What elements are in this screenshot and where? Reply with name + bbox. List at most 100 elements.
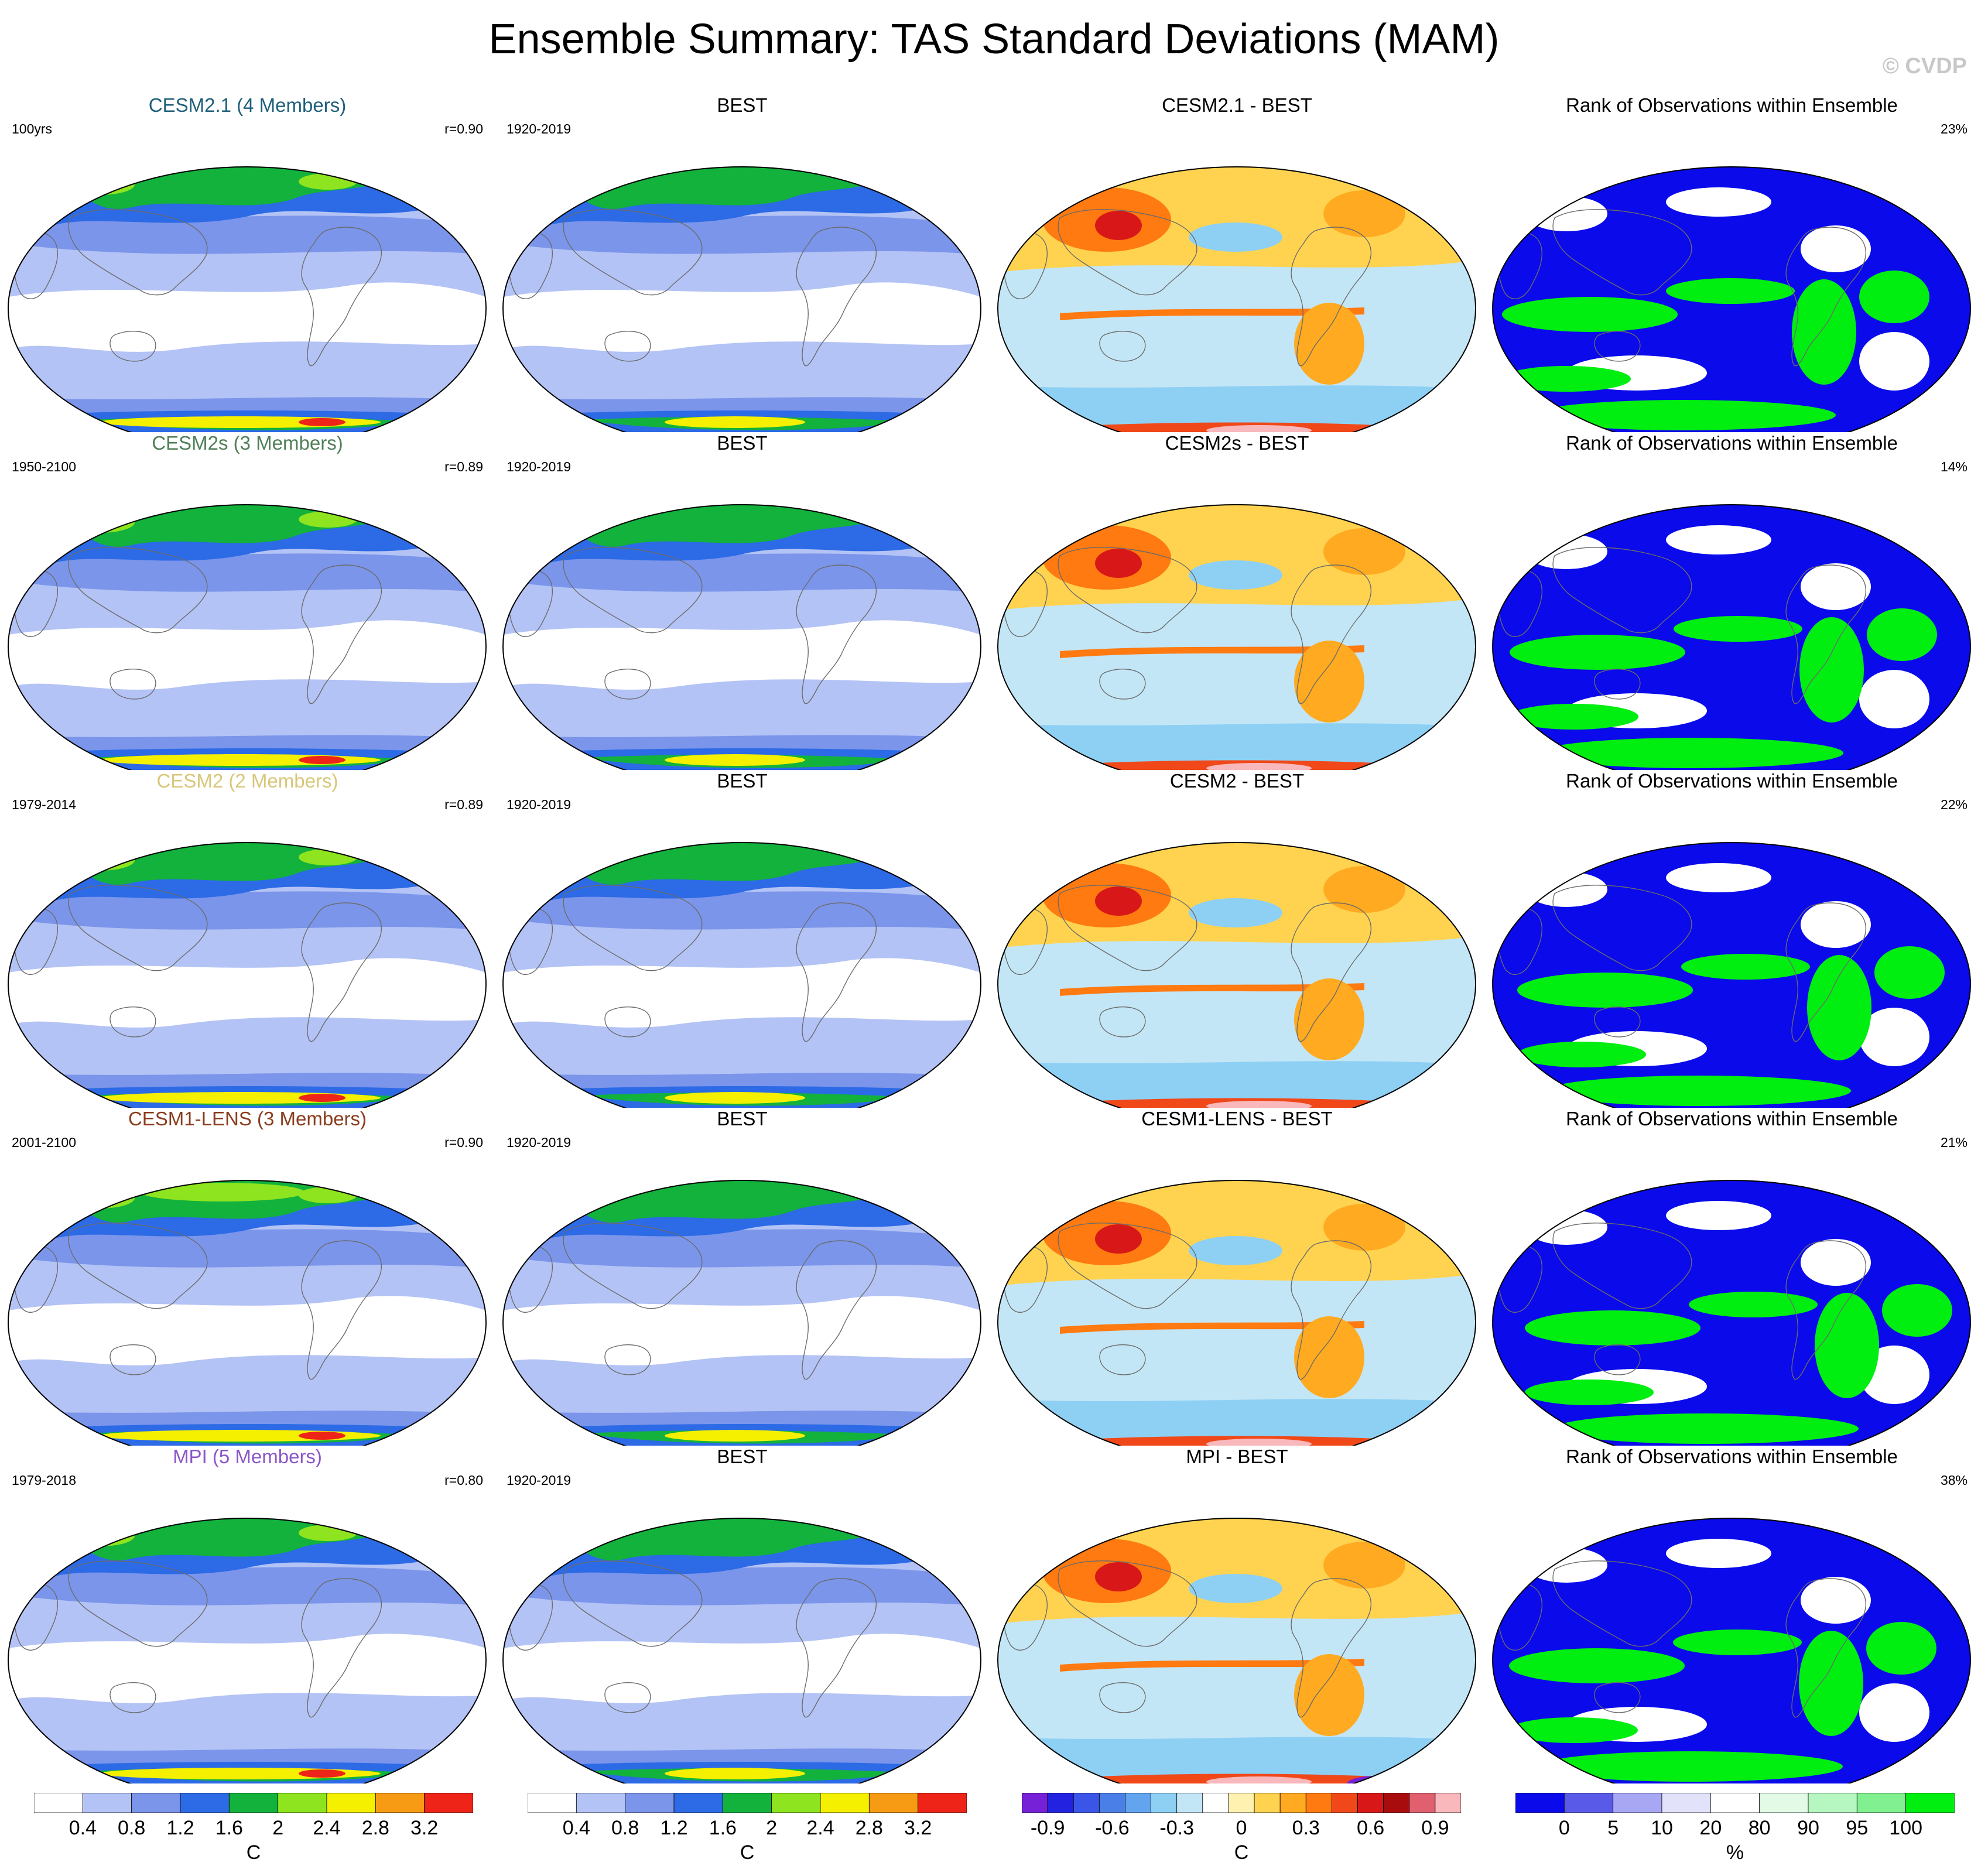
stddev-colorbar-swatches bbox=[33, 1792, 474, 1813]
stddev-colorbar-tick-label: 0.8 bbox=[611, 1817, 639, 1839]
pattern-correlation: r=0.89 bbox=[444, 797, 483, 812]
rank-panel: Rank of Observations within Ensemble 22% bbox=[1484, 769, 1979, 1108]
diff-colorbar-tick-label: 0.3 bbox=[1292, 1817, 1320, 1839]
rank-colorbar-tick-label: 0 bbox=[1558, 1817, 1570, 1839]
diff-panel-title: CESM1-LENS - BEST bbox=[1141, 1108, 1333, 1129]
diff-map bbox=[997, 1180, 1476, 1446]
obs-map bbox=[502, 166, 981, 432]
model-period: 2001-2100 bbox=[12, 1135, 76, 1150]
obs-period: 1920-2019 bbox=[507, 797, 571, 812]
diff-colorbar-tick-label: 0.9 bbox=[1421, 1817, 1449, 1839]
model-panel-title: CESM2.1 (4 Members) bbox=[148, 94, 347, 116]
stddev-colorbar-tick-label: 2.8 bbox=[855, 1817, 883, 1839]
rank-colorbar-tick-label: 20 bbox=[1699, 1817, 1722, 1839]
diff-colorbar-swatch bbox=[1151, 1792, 1178, 1813]
rank-panel: Rank of Observations within Ensemble 14% bbox=[1484, 432, 1979, 770]
diff-map bbox=[997, 842, 1476, 1108]
stddev-colorbar-swatch bbox=[868, 1792, 919, 1813]
model-panel: CESM2.1 (4 Members) 100yrs r=0.90 bbox=[0, 94, 495, 432]
stddev-colorbar-swatch bbox=[625, 1792, 675, 1813]
diff-map bbox=[997, 1518, 1476, 1783]
rank-colorbar-tick-label: 80 bbox=[1748, 1817, 1771, 1839]
stddev-colorbar: 0.4 0.8 1.2 1.6 2 2.4 2.8 3.2 C bbox=[527, 1792, 967, 1875]
stddev-colorbar-swatch bbox=[228, 1792, 279, 1813]
model-map bbox=[8, 166, 487, 432]
stddev-colorbar-unit: C bbox=[740, 1841, 755, 1864]
pattern-correlation: r=0.90 bbox=[444, 121, 483, 136]
stddev-colorbar-swatch bbox=[131, 1792, 181, 1813]
stddev-colorbar-swatch bbox=[326, 1792, 376, 1813]
model-panel: CESM2s (3 Members) 1950-2100 r=0.89 bbox=[0, 432, 495, 770]
diff-panel-title: CESM2 - BEST bbox=[1169, 770, 1305, 792]
stddev-colorbar-tick-label: 2 bbox=[272, 1817, 284, 1839]
diff-colorbar-swatches bbox=[1021, 1792, 1462, 1813]
diff-colorbar-swatch bbox=[1357, 1792, 1384, 1813]
obs-period: 1920-2019 bbox=[507, 459, 571, 474]
obs-map bbox=[502, 504, 981, 770]
diff-colorbar-swatch bbox=[1383, 1792, 1410, 1813]
diff-map bbox=[997, 504, 1476, 770]
stddev-colorbar-tick-label: 1.6 bbox=[215, 1817, 243, 1839]
diff-colorbar-swatch bbox=[1332, 1792, 1358, 1813]
model-panel: CESM2 (2 Members) 1979-2014 r=0.89 bbox=[0, 769, 495, 1108]
stddev-colorbar-swatch bbox=[82, 1792, 132, 1813]
diff-colorbar-swatch bbox=[1125, 1792, 1151, 1813]
pattern-correlation: r=0.89 bbox=[444, 459, 483, 474]
rank-colorbar-tick-label: 5 bbox=[1607, 1817, 1619, 1839]
model-map bbox=[8, 1518, 487, 1783]
obs-panel: BEST 1920-2019 bbox=[495, 94, 990, 432]
model-map bbox=[8, 504, 487, 770]
stddev-colorbar-tick-label: 1.2 bbox=[166, 1817, 194, 1839]
rank-colorbar-swatch bbox=[1563, 1792, 1614, 1813]
rank-colorbar-swatch bbox=[1661, 1792, 1711, 1813]
model-period: 1950-2100 bbox=[12, 459, 76, 474]
stddev-colorbar-tick-label: 2 bbox=[766, 1817, 778, 1839]
stddev-colorbar-tick-label: 1.2 bbox=[660, 1817, 688, 1839]
diff-colorbar-swatch bbox=[1435, 1792, 1462, 1813]
diff-panel: CESM2s - BEST bbox=[990, 432, 1484, 770]
obs-map bbox=[502, 1518, 981, 1783]
stddev-colorbar-tick-label: 2.8 bbox=[361, 1817, 389, 1839]
rank-colorbar-swatches bbox=[1515, 1792, 1955, 1813]
obs-panel: BEST 1920-2019 bbox=[495, 1107, 990, 1446]
diff-colorbar-swatch bbox=[1047, 1792, 1074, 1813]
diff-colorbar-swatch bbox=[1228, 1792, 1255, 1813]
diff-panel: CESM1-LENS - BEST bbox=[990, 1107, 1484, 1446]
model-panel-title: MPI (5 Members) bbox=[173, 1446, 322, 1467]
rank-map bbox=[1492, 166, 1971, 432]
rank-colorbar-tick-label: 10 bbox=[1651, 1817, 1673, 1839]
stddev-colorbar-swatch bbox=[375, 1792, 425, 1813]
stddev-colorbar-swatch bbox=[820, 1792, 870, 1813]
model-period: 1979-2014 bbox=[12, 797, 76, 812]
obs-panel-title: BEST bbox=[717, 770, 768, 792]
diff-colorbar-tick-label: -0.3 bbox=[1159, 1817, 1194, 1839]
diff-colorbar-swatch bbox=[1254, 1792, 1281, 1813]
diff-colorbar: -0.9 -0.6 -0.3 0 0.3 0.6 0.9 C bbox=[1021, 1792, 1462, 1875]
pattern-correlation: r=0.80 bbox=[444, 1473, 483, 1488]
diff-colorbar-tick-label: -0.6 bbox=[1095, 1817, 1130, 1839]
rank-colorbar: 0 5 10 20 80 90 95 100% bbox=[1515, 1792, 1955, 1875]
rank-panel: Rank of Observations within Ensemble 38% bbox=[1484, 1445, 1979, 1783]
diff-colorbar-tick-label: -0.9 bbox=[1030, 1817, 1065, 1839]
model-period: 1979-2018 bbox=[12, 1473, 76, 1488]
stddev-colorbar-tick-label: 2.4 bbox=[313, 1817, 341, 1839]
stddev-colorbar-swatch bbox=[33, 1792, 83, 1813]
diff-panel-title: CESM2s - BEST bbox=[1165, 432, 1309, 454]
diff-map bbox=[997, 166, 1476, 432]
rank-colorbar-swatch bbox=[1710, 1792, 1760, 1813]
diff-panel-title: MPI - BEST bbox=[1186, 1446, 1288, 1467]
rank-percentage: 14% bbox=[1940, 459, 1968, 474]
stddev-colorbar-swatch bbox=[424, 1792, 474, 1813]
model-panel: CESM1-LENS (3 Members) 2001-2100 r=0.90 bbox=[0, 1107, 495, 1446]
figure-title: Ensemble Summary: TAS Standard Deviation… bbox=[488, 16, 1500, 63]
rank-colorbar-tick-label: 95 bbox=[1846, 1817, 1869, 1839]
obs-map bbox=[502, 1180, 981, 1446]
rank-colorbar-tick-label: 90 bbox=[1797, 1817, 1819, 1839]
stddev-colorbar-tick-label: 3.2 bbox=[410, 1817, 439, 1839]
rank-colorbar-swatch bbox=[1856, 1792, 1907, 1813]
obs-panel: BEST 1920-2019 bbox=[495, 769, 990, 1108]
stddev-colorbar-unit: C bbox=[246, 1841, 261, 1864]
rank-map bbox=[1492, 504, 1971, 770]
model-panel-title: CESM1-LENS (3 Members) bbox=[128, 1108, 367, 1129]
model-map bbox=[8, 842, 487, 1108]
